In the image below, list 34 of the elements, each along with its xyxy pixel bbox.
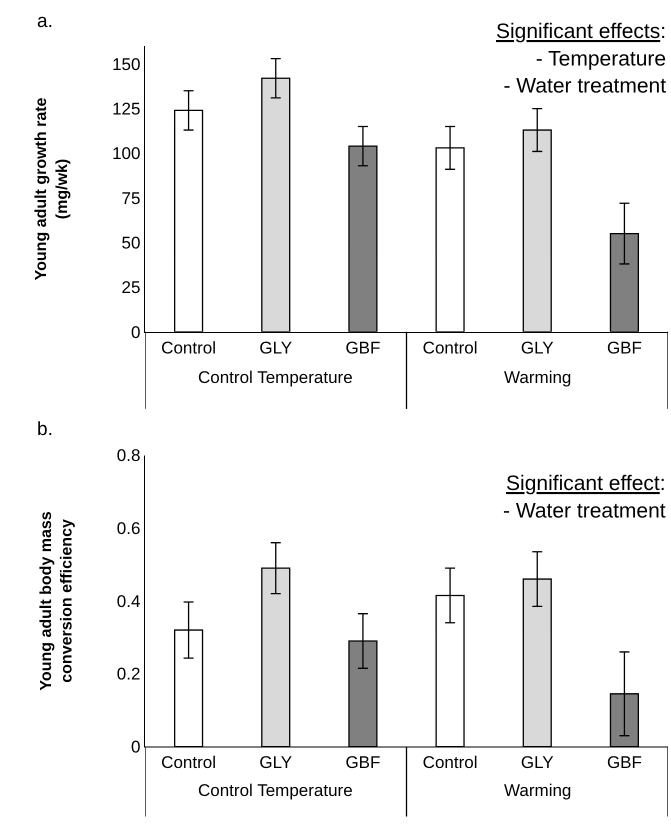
annotation: Significant effects: - Temperature - Water treatment xyxy=(496,20,666,98)
x-tick-label: GBF xyxy=(345,753,380,772)
chart-title: b. xyxy=(37,419,53,440)
text: Control Temperature xyxy=(198,368,353,387)
x-tick-label: GLY xyxy=(259,338,292,358)
y-axis-title: Young adult growth rate (mg/wk) xyxy=(33,97,71,280)
y-tick-label: 50 xyxy=(122,233,140,252)
x-tick-label: GLY xyxy=(259,753,292,772)
y-tick-label: 150 xyxy=(112,54,140,74)
y-tick-label: 0 xyxy=(130,738,140,757)
y-tick-label: 0.8 xyxy=(116,446,140,466)
y-tick-label: 0.6 xyxy=(116,519,140,538)
x-tick-label: GBF xyxy=(606,338,642,358)
x-tick-label: GLY xyxy=(520,338,554,358)
x-tick-label: Control xyxy=(422,753,478,772)
y-tick-label: 100 xyxy=(112,144,140,164)
x-tick-label: GLY xyxy=(520,753,554,772)
text: Warming xyxy=(504,781,572,800)
y-axis-title: Young adult body mass conversion efficiency xyxy=(38,511,76,691)
y-tick-label: 0 xyxy=(130,322,140,342)
x-tick-label: Control xyxy=(161,338,216,358)
x-tick-label: GBF xyxy=(345,338,380,358)
y-tick-label: 75 xyxy=(122,188,140,208)
annotation: Significant effect: - Water treatment xyxy=(503,472,666,522)
chart-title: a. xyxy=(37,11,53,32)
x-tick-label: Control xyxy=(161,753,216,772)
text: Warming xyxy=(504,368,572,387)
x-tick-label: Control xyxy=(422,338,478,358)
y-tick-label: 25 xyxy=(122,278,140,298)
y-tick-label: 0.4 xyxy=(116,592,140,611)
y-tick-label: 0.2 xyxy=(116,664,140,684)
y-tick-label: 125 xyxy=(112,100,140,119)
text: Control Temperature xyxy=(198,781,353,800)
x-tick-label: GBF xyxy=(606,753,642,772)
